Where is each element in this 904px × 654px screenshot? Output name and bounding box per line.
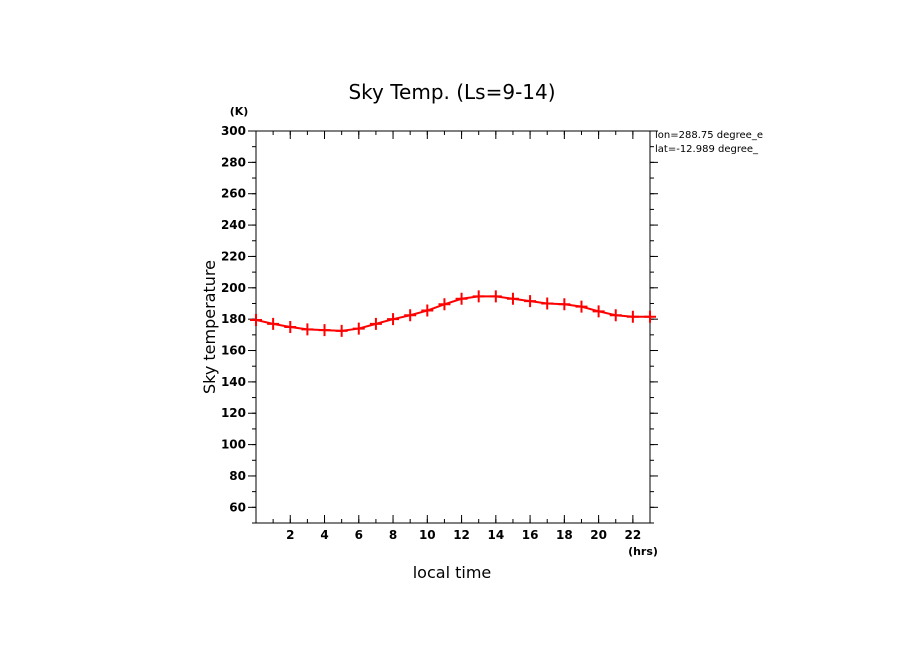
plot-frame bbox=[255, 130, 651, 524]
data-point-marker bbox=[284, 321, 297, 333]
data-point-marker bbox=[644, 310, 656, 323]
data-point-marker bbox=[472, 290, 485, 303]
annotation-lat: lat=-12.989 degree_ bbox=[655, 144, 759, 155]
y-tick-label: 300 bbox=[221, 124, 246, 138]
x-tick-label: 4 bbox=[320, 528, 328, 542]
data-point-marker bbox=[541, 297, 554, 310]
data-point-marker bbox=[352, 322, 365, 335]
x-tick-label: 18 bbox=[556, 528, 573, 542]
x-tick-label: 12 bbox=[453, 528, 470, 542]
data-point-marker bbox=[387, 313, 400, 326]
y-tick-label: 220 bbox=[221, 249, 246, 263]
y-tick-label: 140 bbox=[221, 375, 246, 389]
x-tick-label: 2 bbox=[286, 528, 294, 542]
y-tick-label: 60 bbox=[229, 500, 246, 514]
x-tick-label: 20 bbox=[590, 528, 607, 542]
y-tick-label: 80 bbox=[229, 469, 246, 483]
data-point-marker bbox=[438, 298, 451, 311]
data-point-marker bbox=[506, 292, 519, 305]
x-tick-label: 22 bbox=[625, 528, 642, 542]
data-point-marker bbox=[369, 317, 382, 330]
data-point-marker bbox=[524, 295, 537, 308]
x-tick-label: 10 bbox=[419, 528, 436, 542]
plot-area: 60 80 100 120 140 160 180 200 220 240 260 280 300 2 4 6… bbox=[221, 124, 658, 542]
data-point-marker bbox=[250, 313, 262, 326]
y-tick-label: 100 bbox=[221, 438, 246, 452]
x-tick-label: 8 bbox=[389, 528, 397, 542]
data-point-marker bbox=[404, 309, 417, 322]
y-tick-label: 180 bbox=[221, 312, 246, 326]
data-point-marker bbox=[592, 305, 605, 318]
data-point-marker bbox=[301, 323, 314, 336]
data-point-marker bbox=[489, 290, 502, 303]
data-point-marker bbox=[267, 317, 280, 330]
data-point-marker bbox=[335, 324, 348, 337]
x-tick-label: 6 bbox=[355, 528, 363, 542]
y-tick-label: 160 bbox=[221, 344, 246, 358]
x-axis-unit: (hrs) bbox=[628, 545, 658, 558]
x-tick-label: 16 bbox=[522, 528, 539, 542]
data-point-marker bbox=[558, 298, 571, 311]
y-tick-label: 120 bbox=[221, 406, 246, 420]
data-point-marker bbox=[421, 304, 434, 317]
data-point-marker bbox=[318, 324, 331, 337]
data-point-marker bbox=[609, 309, 622, 322]
series-line bbox=[255, 295, 650, 332]
y-tick-label: 280 bbox=[221, 155, 246, 169]
y-tick-label: 240 bbox=[221, 218, 246, 232]
y-tick-label: 260 bbox=[221, 187, 246, 201]
annotation-lon: lon=288.75 degree_e bbox=[655, 130, 763, 141]
x-tick-label: 14 bbox=[487, 528, 504, 542]
y-axis-unit: (K) bbox=[230, 105, 249, 118]
x-axis-label: local time bbox=[413, 563, 492, 582]
chart-title: Sky Temp. (Ls=9-14) bbox=[348, 80, 555, 104]
y-axis-label: Sky temperature bbox=[200, 260, 219, 394]
data-point-marker bbox=[455, 292, 468, 305]
y-tick-label: 200 bbox=[221, 281, 246, 295]
data-point-marker bbox=[575, 300, 588, 313]
data-point-marker bbox=[626, 310, 639, 323]
